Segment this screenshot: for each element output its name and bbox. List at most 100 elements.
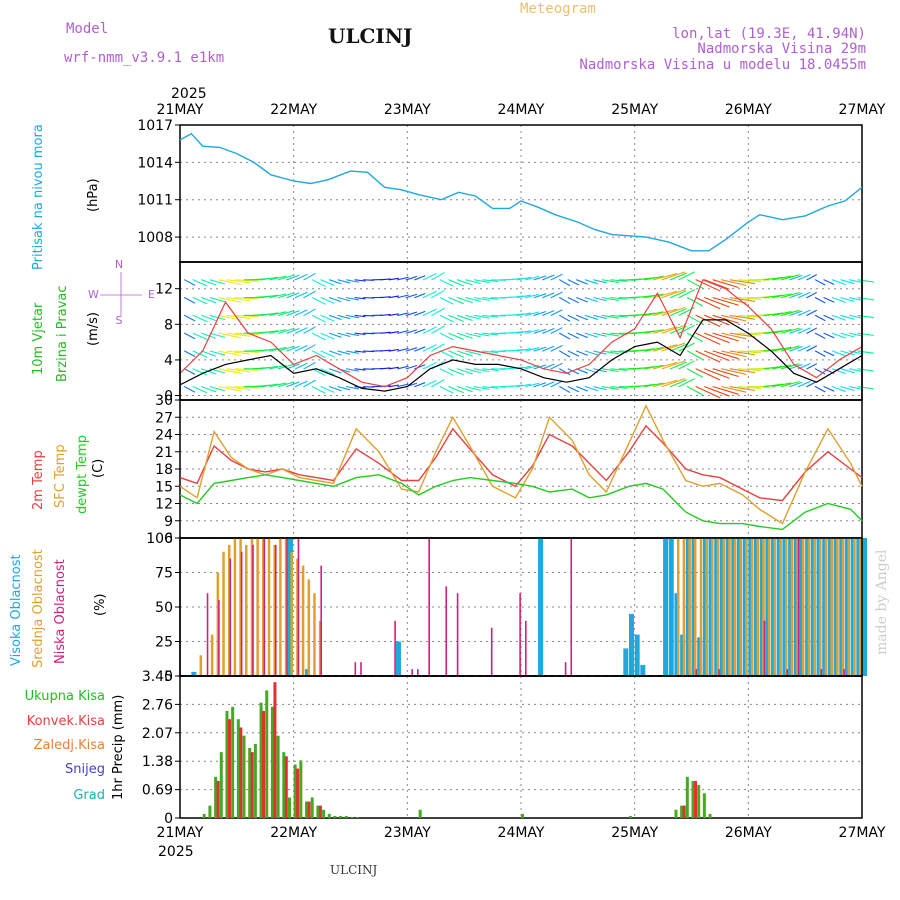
precip-bar	[694, 780, 697, 818]
cloud-bar	[695, 669, 698, 676]
wind-arrow	[337, 279, 351, 284]
cloud-bar	[307, 579, 311, 676]
wind-arrow	[183, 297, 196, 304]
wind-arrow	[294, 380, 308, 388]
wind-arrow	[542, 310, 555, 316]
cloud-bar	[784, 538, 788, 676]
cloud-bar	[623, 648, 629, 676]
wind-arrow	[380, 331, 391, 334]
wind-arrow	[516, 348, 531, 352]
wind-arrow	[695, 279, 721, 292]
wind-arrow	[209, 332, 226, 338]
precip-bar	[296, 768, 300, 818]
wind-arrow	[823, 332, 835, 339]
precip-bar	[356, 817, 360, 818]
wind-arrow	[806, 292, 817, 299]
wind-arrow	[456, 368, 473, 375]
wind-arrow	[397, 294, 409, 299]
wind-arrow	[473, 279, 490, 283]
time-label-bottom: 27MAY	[839, 825, 886, 841]
wind-arrow	[823, 279, 835, 285]
cloud-bar	[525, 620, 527, 676]
cloud-bar	[773, 538, 777, 676]
cloud-bar	[206, 593, 209, 676]
wind-arrow	[482, 297, 499, 300]
wind-arrow	[218, 279, 242, 285]
wind-arrow	[576, 297, 588, 303]
cloud-bar	[797, 538, 800, 676]
wind-arrow	[473, 386, 490, 390]
wind-arrow	[337, 332, 351, 337]
y-tick-label: 2.07	[142, 726, 173, 742]
wind-arrow	[567, 279, 580, 286]
wind-arrow	[422, 308, 437, 316]
wind-arrow	[473, 332, 490, 337]
precip-panel: 0 0.69 1.38 2.07 2.76 3.45	[142, 669, 863, 827]
temp-line-1	[179, 404, 863, 525]
cloud-bar	[716, 538, 720, 676]
wind-arrow	[738, 279, 762, 283]
cloud-bar	[256, 538, 259, 676]
y-tick-label: 4	[164, 353, 173, 369]
wind-arrow	[567, 332, 580, 339]
wind-arrow	[209, 279, 226, 285]
cloud-bar	[862, 538, 867, 676]
precip-bar	[236, 719, 240, 818]
precip-bar	[248, 748, 252, 818]
wind-arrow	[448, 314, 464, 322]
wind-arrow	[721, 279, 747, 286]
wind-arrow	[422, 344, 437, 352]
precip-bar	[262, 710, 266, 818]
wind-arrow	[465, 314, 481, 320]
wind-arrow	[789, 328, 803, 334]
wind-arrow	[729, 279, 756, 285]
wind-arrow	[328, 297, 342, 303]
cloud-bar	[456, 593, 459, 676]
wind-arrow	[286, 328, 300, 334]
wind-arrow	[593, 386, 607, 391]
wind-arrow	[823, 386, 835, 392]
wind-arrow	[823, 314, 835, 321]
cloud-bar	[779, 538, 782, 676]
wind-arrow	[576, 368, 588, 374]
wind-arrow	[448, 368, 464, 376]
wind-arrow	[797, 291, 811, 299]
wind-arrow	[593, 350, 607, 355]
wind-arrow	[439, 297, 454, 305]
wind-arrow	[593, 368, 607, 373]
legend-zaledj: Zaledj.Kisa	[34, 738, 105, 753]
wind-arrow	[780, 309, 800, 316]
y-tick-label: 18	[155, 462, 173, 478]
wind-arrow	[201, 297, 217, 304]
wind-arrow	[857, 350, 875, 354]
wind-arrow	[524, 311, 540, 316]
time-label-top: 22MAY	[270, 102, 317, 118]
wind-arrow	[644, 311, 664, 316]
precip-bar	[685, 776, 689, 818]
wind-arrow	[465, 279, 481, 285]
wind-arrow	[201, 314, 217, 322]
wind-arrow	[729, 350, 756, 356]
wind-arrow	[550, 380, 563, 388]
wind-arrow	[763, 383, 784, 388]
precip-bar	[702, 793, 706, 818]
wind-arrow	[328, 386, 342, 392]
precip-bar	[214, 776, 218, 818]
y-tick-label: 0	[164, 811, 173, 827]
wind-arrow	[857, 297, 875, 301]
wind-arrow	[695, 314, 721, 327]
wind-arrow	[328, 332, 342, 338]
wind-arrow	[277, 274, 295, 281]
cloud-bar	[767, 538, 771, 676]
wind-arrow	[431, 289, 445, 299]
wind-arrow	[601, 368, 620, 373]
wind-arrow	[559, 350, 571, 358]
wind-arrow	[593, 332, 607, 337]
wind-arrow	[533, 346, 547, 352]
wind-arrow	[704, 368, 730, 379]
wind-arrow	[678, 360, 695, 370]
wind-arrow	[303, 273, 316, 281]
wind-arrow	[772, 293, 792, 299]
wind-arrow	[644, 346, 664, 352]
precip-bar	[253, 743, 257, 818]
